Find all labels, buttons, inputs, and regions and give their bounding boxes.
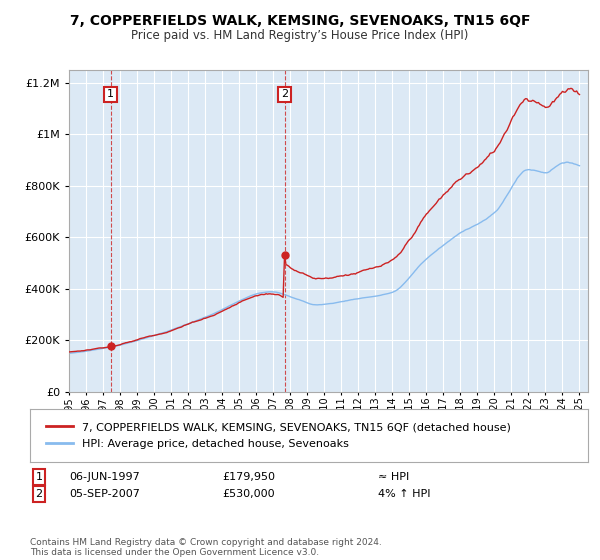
- Text: 1: 1: [35, 472, 43, 482]
- Text: £179,950: £179,950: [222, 472, 275, 482]
- Text: 06-JUN-1997: 06-JUN-1997: [69, 472, 140, 482]
- Text: Contains HM Land Registry data © Crown copyright and database right 2024.
This d: Contains HM Land Registry data © Crown c…: [30, 538, 382, 557]
- Text: 1: 1: [107, 90, 114, 100]
- Legend: 7, COPPERFIELDS WALK, KEMSING, SEVENOAKS, TN15 6QF (detached house), HPI: Averag: 7, COPPERFIELDS WALK, KEMSING, SEVENOAKS…: [41, 417, 515, 454]
- Text: ≈ HPI: ≈ HPI: [378, 472, 409, 482]
- Text: 7, COPPERFIELDS WALK, KEMSING, SEVENOAKS, TN15 6QF: 7, COPPERFIELDS WALK, KEMSING, SEVENOAKS…: [70, 14, 530, 28]
- Text: 2: 2: [35, 489, 43, 499]
- Text: 05-SEP-2007: 05-SEP-2007: [69, 489, 140, 499]
- Text: Price paid vs. HM Land Registry’s House Price Index (HPI): Price paid vs. HM Land Registry’s House …: [131, 29, 469, 42]
- Text: £530,000: £530,000: [222, 489, 275, 499]
- Text: 2: 2: [281, 90, 288, 100]
- Text: 4% ↑ HPI: 4% ↑ HPI: [378, 489, 431, 499]
